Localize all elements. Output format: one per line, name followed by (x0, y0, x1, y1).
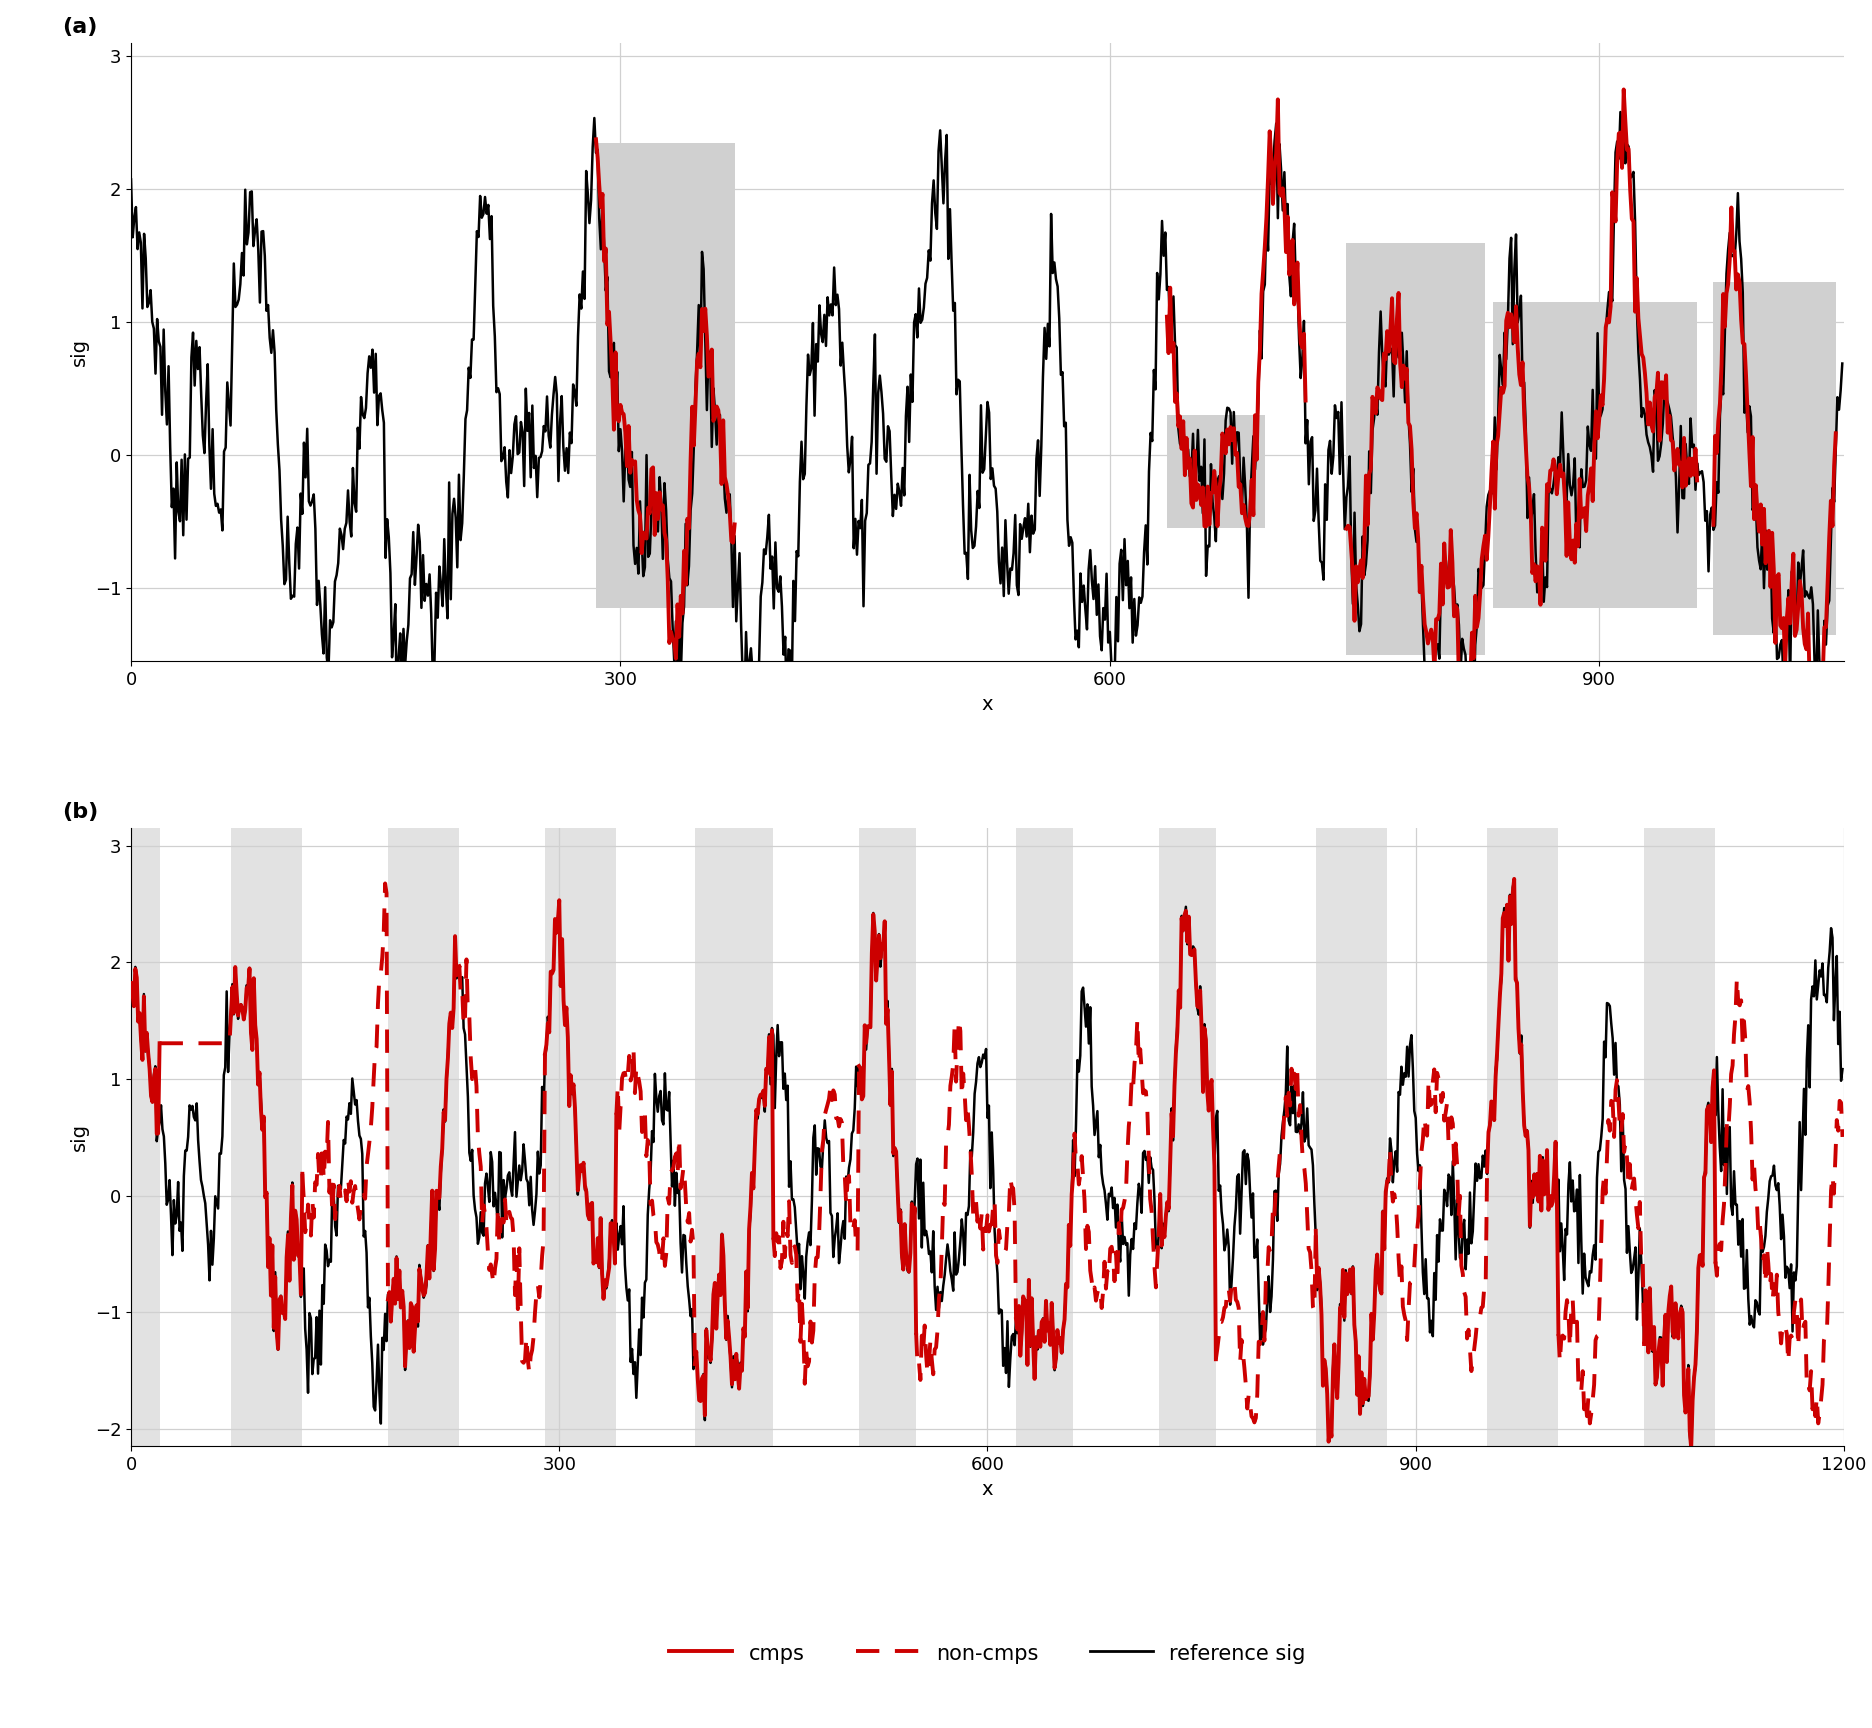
Bar (1166, 415, 1265, 529)
Bar (595, 143, 734, 608)
Bar (859, 828, 915, 1446)
Bar (1494, 302, 1698, 608)
Bar (1644, 828, 1715, 1446)
Bar (131, 828, 159, 1446)
Legend: cmps, non-cmps, reference sig: cmps, non-cmps, reference sig (661, 1635, 1314, 1673)
Bar (1159, 828, 1217, 1446)
Bar (695, 828, 773, 1446)
Bar (545, 828, 616, 1446)
Bar (230, 828, 303, 1446)
Bar (1346, 242, 1484, 655)
Text: (b): (b) (62, 802, 99, 823)
Bar (388, 828, 459, 1446)
Text: (a): (a) (62, 17, 97, 36)
Y-axis label: sig: sig (71, 339, 90, 366)
Bar (1016, 828, 1073, 1446)
Y-axis label: sig: sig (69, 1123, 90, 1151)
Bar (1486, 828, 1559, 1446)
X-axis label: x: x (981, 1479, 994, 1498)
Bar (1713, 282, 1836, 634)
X-axis label: x: x (981, 695, 994, 714)
Bar (1316, 828, 1387, 1446)
